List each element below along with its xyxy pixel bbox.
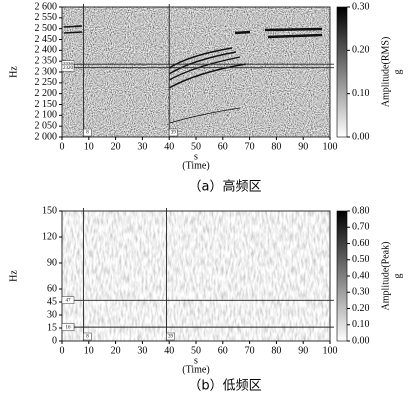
y-tick-label: 2 100 — [35, 110, 58, 121]
y-tick-label: 90 — [47, 257, 57, 268]
y-tick-label: 120 — [42, 231, 57, 242]
y-tick-label: 45 — [47, 296, 57, 307]
colorbar — [336, 6, 348, 138]
x-tick-label: 40 — [164, 141, 174, 152]
x-tick-label: 10 — [84, 141, 94, 152]
y-tick-label: 15 — [47, 322, 57, 333]
cursor-label-box — [61, 296, 75, 305]
x-axis-label: s — [194, 151, 198, 162]
cursor-label-box — [168, 128, 178, 137]
cursor-label: 47 — [66, 298, 72, 303]
cursor-label-box — [83, 332, 92, 341]
colorbar-tick-label: 0.70 — [352, 222, 370, 233]
y-tick-label: 2 250 — [35, 77, 58, 88]
x-axis-label: s — [194, 355, 198, 366]
spectrogram-image — [62, 7, 330, 137]
x-tick-label: 40 — [164, 345, 174, 356]
y-tick-label: 2 200 — [35, 88, 58, 99]
x-tick-label: 0 — [60, 345, 65, 356]
x-tick-label: 60 — [218, 141, 228, 152]
y-tick-label: 2 050 — [35, 120, 58, 131]
y-tick-label: 150 — [42, 205, 57, 216]
cursor-label-box — [166, 332, 175, 341]
y-tick-label: 2 550 — [35, 12, 58, 23]
caption: （a）高频区 — [189, 179, 262, 195]
y-tick-label: 2 350 — [35, 55, 58, 66]
x-tick-label: 100 — [323, 345, 338, 356]
x-tick-label: 80 — [271, 141, 281, 152]
colorbar-tick-label: 0.20 — [352, 45, 370, 56]
colorbar-unit: g — [392, 274, 403, 279]
x-tick-label: 90 — [298, 141, 308, 152]
cursor-label-box — [61, 63, 75, 72]
x-tick-label: 30 — [137, 345, 147, 356]
y-tick-label: 2 150 — [35, 99, 58, 110]
y-tick-label: 2 300 — [35, 66, 58, 77]
cursor-label: 39 — [168, 335, 174, 340]
cursor-label: 8 — [86, 131, 89, 136]
colorbar-label: Amplitude(Peak) — [380, 242, 391, 311]
cursor-label: 8 — [86, 335, 89, 340]
colorbar-tick-label: 0.00 — [352, 131, 370, 142]
x-tick-label: 20 — [111, 345, 121, 356]
x-axis-sublabel: (Time) — [182, 364, 209, 375]
cursor-label: 39 — [171, 131, 177, 136]
x-axis-sublabel: (Time) — [182, 160, 209, 171]
colorbar-tick-label: 0.50 — [352, 254, 370, 265]
cursor-label: 16 — [66, 325, 72, 330]
x-tick-label: 80 — [271, 345, 281, 356]
x-tick-label: 0 — [60, 141, 65, 152]
y-tick-label: 2 500 — [35, 23, 58, 34]
x-tick-label: 90 — [298, 345, 308, 356]
y-tick-label: 30 — [47, 309, 57, 320]
y-axis-label: Hz — [8, 66, 19, 78]
y-tick-label: 60 — [47, 283, 57, 294]
x-tick-label: 50 — [191, 141, 201, 152]
colorbar-tick-label: 0.30 — [352, 1, 370, 12]
y-tick-label: 2 450 — [35, 34, 58, 45]
colorbar-tick-label: 0.10 — [352, 88, 370, 99]
colorbar-tick-label: 0.00 — [352, 335, 370, 346]
y-tick-label: 2 600 — [35, 1, 58, 12]
colorbar-tick-label: 0.10 — [352, 319, 370, 330]
x-tick-label: 10 — [84, 345, 94, 356]
y-tick-label: 2 000 — [35, 131, 58, 142]
colorbar-tick-label: 0.80 — [352, 205, 370, 216]
colorbar-unit: g — [392, 70, 403, 75]
colorbar-tick-label: 0.60 — [352, 238, 370, 249]
x-tick-label: 70 — [245, 141, 255, 152]
y-axis-label: Hz — [8, 270, 19, 282]
colorbar-tick-label: 0.30 — [352, 287, 370, 298]
cursor-label-box — [83, 128, 92, 137]
y-tick-label: 2 400 — [35, 45, 58, 56]
x-tick-label: 50 — [191, 345, 201, 356]
x-tick-label: 70 — [245, 345, 255, 356]
x-tick-label: 20 — [111, 141, 121, 152]
y-tick-label: 0 — [52, 335, 57, 346]
caption: （b）低频区 — [188, 379, 261, 394]
spectral-features — [63, 25, 323, 124]
colorbar — [336, 210, 348, 342]
x-tick-label: 60 — [218, 345, 228, 356]
colorbar-tick-label: 0.20 — [352, 303, 370, 314]
colorbar-label: Amplitude(RMS) — [380, 37, 391, 108]
cursor-label-box — [61, 323, 75, 331]
spectrogram-image — [62, 211, 330, 341]
cursor-label: 2320 — [63, 66, 74, 71]
colorbar-tick-label: 0.40 — [352, 270, 370, 281]
x-tick-label: 30 — [137, 141, 147, 152]
x-tick-label: 100 — [323, 141, 338, 152]
